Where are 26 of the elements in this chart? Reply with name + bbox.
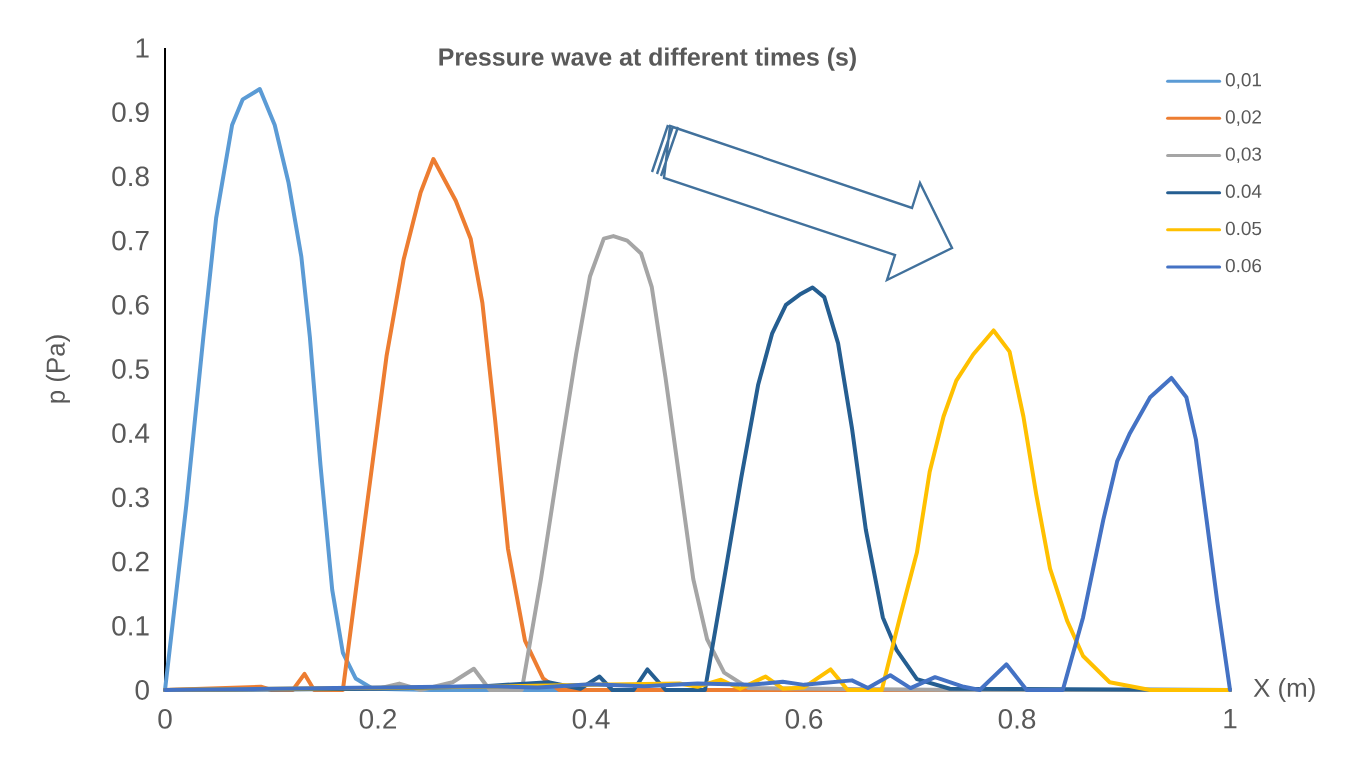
y-tick-label: 0.9 <box>112 102 149 123</box>
x-tick-label: 0.6 <box>785 709 823 729</box>
x-tick-label: 1 <box>1224 709 1237 729</box>
legend-label: 0,01 <box>1225 73 1261 89</box>
chart-title: Pressure wave at different times (s) <box>439 47 856 71</box>
y-tick-label: 1 <box>136 38 149 58</box>
legend-label: 0.05 <box>1225 221 1262 236</box>
y-tick-label: 0.3 <box>112 487 149 508</box>
x-tick-label: 0 <box>158 709 172 729</box>
x-tick-label: 0.8 <box>998 709 1036 729</box>
legend-label: 0.04 <box>1225 184 1262 198</box>
y-tick-label: 0.6 <box>112 294 149 315</box>
y-tick-label: 0.7 <box>112 230 149 251</box>
y-tick-label: 0.4 <box>112 423 150 444</box>
y-tick-label: 0.2 <box>112 551 149 572</box>
x-axis-title: X (m) <box>1253 677 1315 703</box>
x-tick-label: 0.4 <box>572 709 610 729</box>
y-tick-label: 0.8 <box>112 166 149 187</box>
y-tick-label: 0.1 <box>112 615 149 636</box>
legend-label: 0,02 <box>1225 110 1261 126</box>
y-tick-label: 0 <box>135 680 149 700</box>
y-tick-label: 0.5 <box>112 359 149 379</box>
y-axis-title: p (Pa) <box>45 335 70 403</box>
legend-label: 0,03 <box>1225 147 1262 164</box>
legend-label: 0.06 <box>1225 258 1262 273</box>
x-tick-label: 0.2 <box>359 709 397 729</box>
